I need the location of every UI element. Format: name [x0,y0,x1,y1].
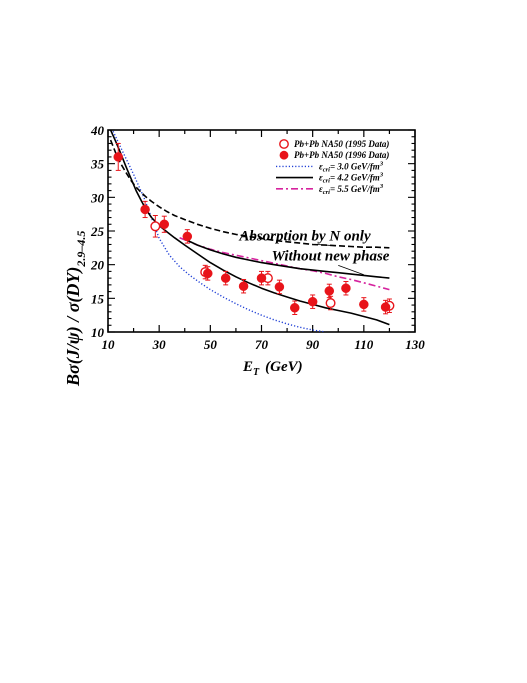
y-tick-label: 30 [90,190,105,205]
y-axis-title: Bσ(J/ψ) / σ(DY)2.9–4.5 [63,231,88,387]
y-tick-label: 20 [90,258,105,273]
data-point-open [150,221,161,232]
legend-label: Pb+Pb NA50 (1995 Data) [294,139,389,149]
curve [109,130,390,326]
data-points [113,142,395,315]
x-axis-title: ET (GeV) [242,359,303,378]
data-point-filled [238,281,249,291]
data-point-filled [140,204,150,215]
x-tick-label: 30 [152,337,167,352]
x-tick-label: 110 [354,337,373,352]
x-tick-label: 70 [255,337,269,352]
annotation-label: Absorption by N only [238,228,371,244]
data-point-filled [182,231,193,242]
curve [184,238,390,279]
model-curves [109,130,390,332]
annotation-label: Without new phase [272,249,390,265]
data-point-filled [256,273,267,283]
legend-label: εcri= 3.0 GeV/fm3 [319,160,384,173]
annotation-pointer [317,244,336,247]
y-tick-label: 35 [90,157,105,172]
data-point-filled [380,302,391,312]
data-point-filled [159,219,170,230]
data-point-open [325,298,336,309]
legend-marker [279,139,289,149]
data-point-filled [359,299,369,310]
data-point-filled [324,286,335,296]
annotations: Absorption by N only Without new phase [238,228,390,276]
legend-marker [279,150,289,160]
legend: Pb+Pb NA50 (1995 Data)Pb+Pb NA50 (1996 D… [276,139,389,196]
y-tick-label: 15 [91,291,105,306]
data-point-filled [220,273,231,283]
data-point-filled [307,296,318,307]
x-tick-label: 10 [102,337,116,352]
y-tick-label: 40 [90,123,105,138]
data-point-filled [113,152,123,162]
data-point-filled [341,283,351,293]
x-tick-label: 90 [306,337,320,352]
data-point-filled [274,282,285,292]
annotation-pointer [338,264,364,276]
curve [109,139,390,249]
y-tick-label: 25 [90,224,105,239]
axis-ticks [107,129,416,333]
data-point-filled [203,268,213,279]
x-tick-label: 50 [204,337,218,352]
x-tick-label: 130 [405,337,425,352]
legend-label: Pb+Pb NA50 (1996 Data) [294,150,389,160]
legend-label: εcri= 4.2 GeV/fm3 [319,172,384,185]
y-tick-label: 10 [91,325,105,340]
data-point-filled [290,303,300,313]
axis-tick-labels: 10 30 50 70 90 110 130 10 15 20 25 30 35 40 [90,123,425,352]
legend-label: εcri= 5.5 GeV/fm3 [319,183,384,196]
curve [112,131,326,332]
